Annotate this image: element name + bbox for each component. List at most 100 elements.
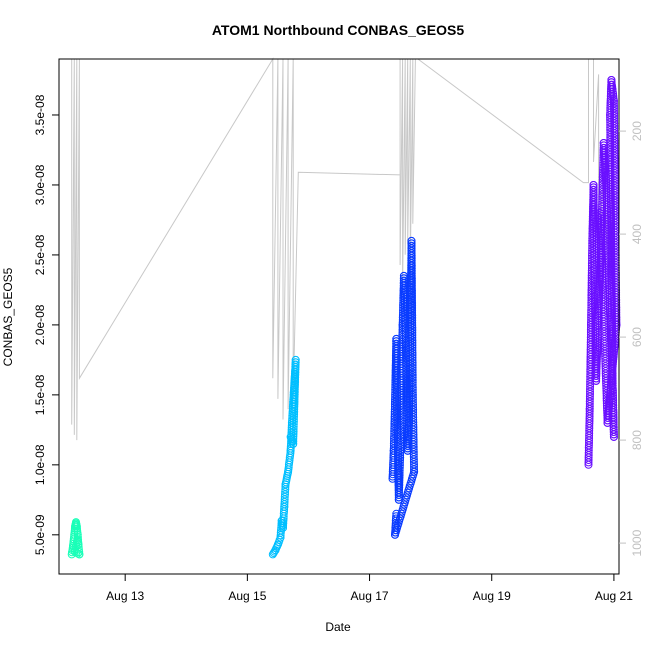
y2-tick-label: 1000: [630, 529, 644, 556]
data-point: [392, 512, 401, 521]
data-point: [407, 249, 416, 258]
data-point: [610, 129, 619, 138]
y2-axis: 200 400 600 800 1000: [619, 121, 644, 556]
data-point: [596, 223, 605, 232]
secondary-line: [71, 57, 610, 441]
series-2: [268, 355, 300, 559]
data-point: [589, 185, 598, 194]
data-point: [408, 341, 417, 350]
data-point: [409, 443, 418, 451]
data-point: [610, 186, 619, 195]
data-point: [409, 438, 418, 446]
data-point: [610, 156, 619, 165]
data-point: [286, 432, 295, 441]
data-point: [590, 273, 599, 281]
data-point: [612, 296, 621, 304]
data-point: [589, 183, 598, 192]
data-point: [73, 536, 82, 545]
data-point: [290, 407, 299, 416]
data-point: [396, 456, 404, 465]
data-point: [290, 383, 299, 391]
data-point: [409, 423, 418, 432]
data-point: [280, 497, 289, 506]
data-point: [590, 275, 599, 284]
data-point: [589, 210, 598, 219]
data-point: [403, 431, 412, 440]
data-point: [408, 366, 417, 374]
data-point: [610, 166, 619, 175]
data-point: [409, 440, 418, 449]
data-point: [612, 313, 621, 322]
data-point: [392, 509, 401, 518]
data-point: [599, 305, 608, 314]
data-point: [407, 281, 416, 290]
data-point: [407, 254, 416, 263]
data-point: [610, 134, 619, 143]
data-point: [409, 425, 418, 434]
data-point: [408, 296, 416, 305]
data-point: [603, 205, 611, 214]
secondary-line-layer: [71, 57, 610, 441]
data-point: [589, 188, 598, 197]
data-point: [408, 398, 417, 407]
series-3: [388, 236, 419, 539]
data-point: [595, 208, 604, 217]
data-point: [612, 298, 621, 307]
y2-tick-label: 200: [630, 121, 644, 141]
data-point: [402, 396, 411, 405]
x-tick-label: Aug 15: [228, 589, 266, 603]
y-tick-label: 2.5e-08: [33, 234, 47, 275]
data-point: [407, 266, 416, 275]
data-point: [598, 273, 607, 282]
y-tick-label: 3.0e-08: [33, 164, 47, 205]
data-point: [409, 428, 418, 437]
data-point: [610, 111, 619, 120]
data-point: [590, 287, 599, 296]
data-point: [596, 211, 604, 220]
y2-tick-label: 800: [630, 430, 644, 450]
data-point: [409, 408, 418, 417]
data-point: [408, 351, 417, 360]
x-tick-label: Aug 19: [473, 589, 511, 603]
data-point: [610, 146, 619, 155]
data-point: [392, 514, 400, 523]
data-point: [610, 104, 618, 113]
data-point: [395, 458, 404, 467]
data-point: [395, 486, 404, 494]
data-point: [589, 205, 598, 214]
data-point: [408, 321, 417, 330]
data-point: [610, 106, 618, 115]
x-tick-label: Aug 13: [106, 589, 144, 603]
data-point: [603, 418, 612, 427]
data-point: [408, 356, 417, 365]
data-point: [596, 213, 605, 222]
data-point: [281, 490, 289, 499]
data-point: [407, 269, 416, 278]
data-point: [612, 310, 621, 319]
y-tick-label: 3.5e-08: [33, 94, 47, 135]
y-axis: 5.0e-09 1.0e-08 1.5e-08 2.0e-08 2.5e-08 3.0e-…: [33, 94, 59, 555]
y-axis-label: CONBAS_GEOS5: [1, 267, 15, 366]
data-point: [396, 451, 405, 460]
data-point: [597, 248, 606, 257]
data-point: [408, 368, 417, 377]
data-point: [602, 386, 611, 395]
data-point: [612, 291, 621, 299]
plot-frame: [58, 58, 620, 575]
data-point: [408, 308, 417, 317]
data-point: [409, 413, 418, 422]
series-4: [584, 76, 621, 469]
data-point: [610, 116, 619, 125]
data-point: [280, 495, 289, 504]
x-axis: Aug 13 Aug 15 Aug 17 Aug 19 Aug 21: [106, 574, 633, 603]
data-point: [610, 114, 619, 123]
data-point: [610, 169, 619, 178]
data-point: [612, 301, 621, 309]
y2-tick-label: 600: [630, 327, 644, 347]
y2-tick-label: 400: [630, 224, 644, 244]
data-point: [612, 293, 621, 302]
data-point: [396, 453, 405, 462]
data-point: [610, 149, 619, 158]
